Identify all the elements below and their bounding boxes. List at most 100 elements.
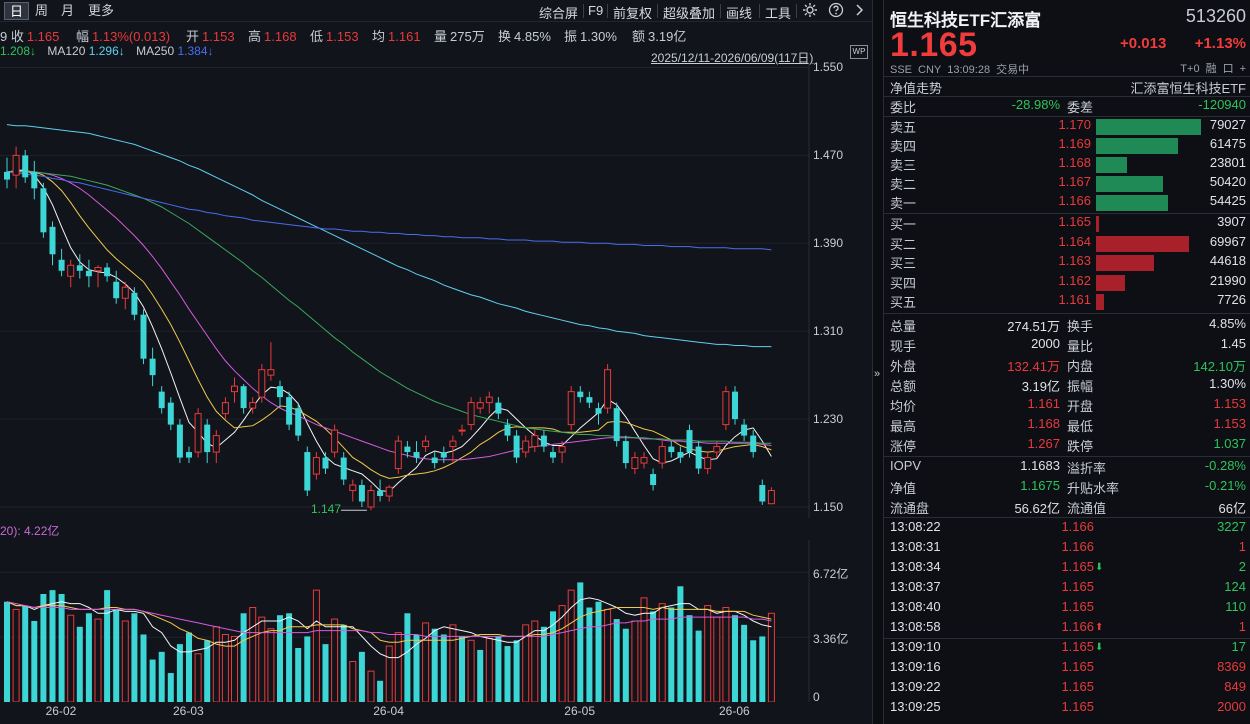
vol-ma-vma10: [6, 601, 772, 647]
candle: [713, 441, 721, 458]
volume-bar: [194, 653, 202, 702]
nav-trend-title[interactable]: 净值走势: [890, 81, 943, 96]
volume-bar: [613, 619, 620, 702]
ask-row[interactable]: 卖二 1.167 50420: [884, 174, 1250, 194]
order-volume: 69967: [1209, 233, 1246, 249]
volume-bar: [495, 636, 502, 702]
volume-bar: [658, 603, 666, 702]
volume-tick-label: 6.72亿: [813, 567, 849, 582]
overlay-button[interactable]: 超级叠加: [663, 6, 716, 21]
stat-label: 升贴水率: [1067, 481, 1120, 496]
ask-row[interactable]: 卖三 1.168 23801: [884, 155, 1250, 175]
candle: [677, 446, 684, 464]
help-icon[interactable]: [828, 2, 844, 21]
tick-volume: 2000: [1217, 699, 1246, 714]
candle: [550, 446, 556, 464]
ask-row[interactable]: 卖一 1.166 54425: [884, 193, 1250, 213]
tab-weekly[interactable]: 周: [35, 3, 49, 18]
tab-more[interactable]: 更多: [88, 3, 115, 18]
volume-bar: [449, 624, 457, 702]
x-tick-label: 26-03: [173, 704, 204, 718]
candle: [49, 221, 56, 266]
candlestick-chart[interactable]: [0, 62, 810, 518]
candle: [349, 479, 357, 502]
candle: [458, 424, 466, 436]
expand-icon[interactable]: 口: [1222, 63, 1234, 75]
volume-bar: [312, 589, 320, 702]
nav-fund-name[interactable]: 汇添富恒生科技ETF: [1130, 81, 1246, 96]
quote-panel: 恒生科技ETF汇添富 513260 1.165 +0.013 +1.13% SS…: [884, 0, 1250, 724]
bid-row[interactable]: 买三 1.163 44618: [884, 253, 1250, 273]
candle: [249, 397, 257, 414]
settings-icon[interactable]: [802, 2, 818, 21]
currency-label: CNY: [918, 64, 942, 76]
chart-panel[interactable]: 日 周 月 更多 9 收 1.165 幅 1.13%(0.013) 开 1.153 高…: [0, 0, 872, 724]
tools-button[interactable]: 工具: [765, 6, 792, 21]
candle: [595, 402, 602, 425]
volume-bar: [286, 613, 293, 702]
order-level-label: 卖三: [890, 158, 917, 173]
candle: [377, 479, 384, 502]
margin-badge: 融: [1205, 63, 1217, 75]
order-level-label: 买五: [890, 295, 917, 310]
tab-daily[interactable]: 日: [4, 2, 30, 20]
down-arrow-icon: ⬇: [1095, 562, 1104, 573]
volume-bar: [131, 613, 138, 702]
stat-volume: 量 275万: [434, 29, 485, 44]
candle: [22, 149, 29, 183]
ask-row[interactable]: 卖四 1.169 61475: [884, 136, 1250, 156]
candle: [158, 386, 165, 414]
stat-avg: 均 1.161: [372, 29, 421, 44]
order-volume: 23801: [1209, 155, 1246, 170]
volume-bar: [767, 612, 775, 702]
candle: [367, 485, 375, 511]
order-volume-bar: [1096, 294, 1105, 310]
volume-bar: [459, 636, 465, 702]
adjust-button[interactable]: 前复权: [613, 6, 653, 21]
candle: [650, 468, 657, 491]
candle: [586, 391, 593, 409]
candle: [495, 397, 502, 420]
candle: [40, 182, 47, 238]
volume-bar: [85, 613, 92, 702]
volume-chart[interactable]: [0, 540, 810, 702]
volume-tick-label: 3.36亿: [813, 632, 849, 647]
collapse-icon[interactable]: »: [874, 368, 881, 380]
volume-bar: [522, 624, 530, 702]
draw-line-button[interactable]: 画线: [726, 6, 753, 21]
bid-row[interactable]: 买二 1.164 69967: [884, 234, 1250, 254]
tick-price: 1.166: [1061, 619, 1094, 634]
volume-bar: [176, 644, 183, 702]
tick-row: 13:09:25 1.165 2000: [884, 699, 1250, 719]
stat-value: 1.30%: [1209, 376, 1246, 391]
bid-row[interactable]: 买一 1.165 3907: [884, 214, 1250, 234]
bid-row[interactable]: 买四 1.162 21990: [884, 273, 1250, 293]
vol-ma-vma5: [6, 597, 772, 659]
order-volume: 79027: [1209, 117, 1246, 132]
volume-bar: [304, 636, 311, 702]
overview-button[interactable]: 综合屏: [539, 6, 579, 21]
volume-bar: [140, 634, 147, 702]
bid-row[interactable]: 买五 1.161 7726: [884, 292, 1250, 312]
ask-row[interactable]: 卖五 1.170 79027: [884, 117, 1250, 137]
stat-value: 1.267: [1027, 436, 1060, 451]
tick-price: 1.165: [1061, 599, 1094, 614]
tick-time: 13:08:31: [890, 539, 941, 554]
stat-label: 振幅: [1067, 379, 1094, 394]
candle: [440, 446, 447, 464]
volume-bar: [212, 626, 220, 702]
candle: [331, 424, 339, 458]
candle: [240, 383, 247, 414]
chevron-right-icon[interactable]: [854, 2, 866, 21]
stat-value: 1.1675: [1020, 478, 1060, 493]
candle: [640, 452, 648, 469]
candle: [31, 160, 38, 200]
wp-icon[interactable]: WP: [850, 45, 868, 59]
tab-monthly[interactable]: 月: [61, 3, 75, 18]
order-level-label: 买三: [890, 256, 917, 271]
add-watch-icon[interactable]: +: [1239, 63, 1246, 75]
date-range-link[interactable]: 2025/12/11-2026/06/09(117日): [651, 51, 814, 65]
candle: [759, 479, 766, 505]
tick-row: 13:09:22 1.165 849: [884, 679, 1250, 699]
f9-button[interactable]: F9: [588, 3, 604, 18]
